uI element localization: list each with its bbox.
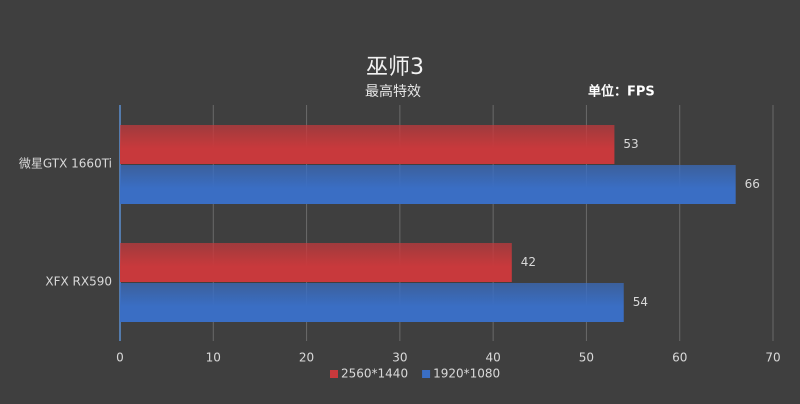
x-tick-label: 0 <box>116 351 124 365</box>
x-tick-label: 50 <box>579 351 594 365</box>
x-tick-label: 30 <box>392 351 407 365</box>
data-label: 42 <box>521 255 536 269</box>
legend-swatch <box>330 370 338 378</box>
bar <box>120 283 624 322</box>
y-tick-label: XFX RX590 <box>45 275 112 289</box>
data-label: 54 <box>633 295 648 309</box>
x-tick-label: 20 <box>299 351 314 365</box>
x-tick-label: 70 <box>765 351 780 365</box>
y-tick-label: 微星GTX 1660Ti <box>19 157 112 171</box>
unit-annotation: 单位：FPS <box>588 84 655 100</box>
data-label: 53 <box>623 137 638 151</box>
bar <box>120 243 512 282</box>
bar <box>120 125 615 164</box>
legend-label: 2560*1440 <box>341 367 408 381</box>
chart-subtitle: 最高特效 <box>365 83 421 100</box>
x-tick-label: 40 <box>486 351 501 365</box>
x-tick-label: 60 <box>672 351 687 365</box>
x-tick-label: 10 <box>206 351 221 365</box>
legend-swatch <box>422 370 431 378</box>
chart-title: 巫师3 <box>366 55 424 80</box>
legend-label: 1920*1080 <box>433 367 500 381</box>
data-label: 66 <box>745 177 760 191</box>
bar <box>120 165 736 204</box>
